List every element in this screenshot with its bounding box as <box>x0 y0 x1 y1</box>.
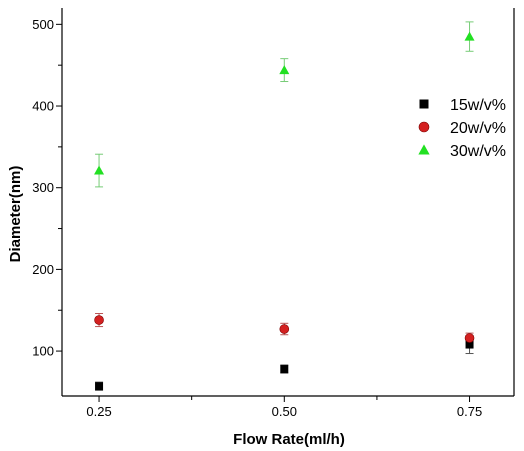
x-tick-label: 0.50 <box>272 404 297 419</box>
plot-frame <box>61 8 515 397</box>
legend-marker <box>418 144 430 155</box>
legend-marker <box>419 99 429 109</box>
data-point-20wv <box>94 315 104 325</box>
x-tick-label: 0.75 <box>457 404 482 419</box>
data-point-30wv <box>279 65 290 75</box>
x-axis-ticks: 0.25 0.50 0.75 <box>86 396 482 419</box>
data-point-15wv <box>465 340 474 349</box>
data-point-15wv <box>280 365 289 374</box>
data-point-30wv <box>464 31 475 41</box>
legend-label: 15w/v% <box>450 97 506 114</box>
y-axis-ticks: 100 200 300 400 500 <box>32 17 62 359</box>
error-bars <box>95 21 474 391</box>
y-tick-label: 400 <box>32 99 54 114</box>
data-point-15wv <box>95 382 104 391</box>
x-axis-title: Flow Rate(ml/h) <box>233 431 345 448</box>
legend-label: 20w/v% <box>450 120 506 137</box>
y-axis-title: Diameter(nm) <box>7 166 24 263</box>
data-points <box>94 31 475 391</box>
data-point-30wv <box>94 165 105 175</box>
x-tick-label: 0.25 <box>86 404 111 419</box>
y-tick-label: 300 <box>32 180 54 195</box>
data-point-20wv <box>464 333 475 343</box>
y-tick-label: 100 <box>32 344 54 359</box>
y-tick-label: 500 <box>32 17 54 32</box>
legend-label: 30w/v% <box>450 143 506 160</box>
y-tick-label: 200 <box>32 262 54 277</box>
data-point-20wv <box>279 324 290 334</box>
legend-marker <box>418 121 430 133</box>
legend: 15w/v% 20w/v% 30w/v% <box>418 97 506 160</box>
